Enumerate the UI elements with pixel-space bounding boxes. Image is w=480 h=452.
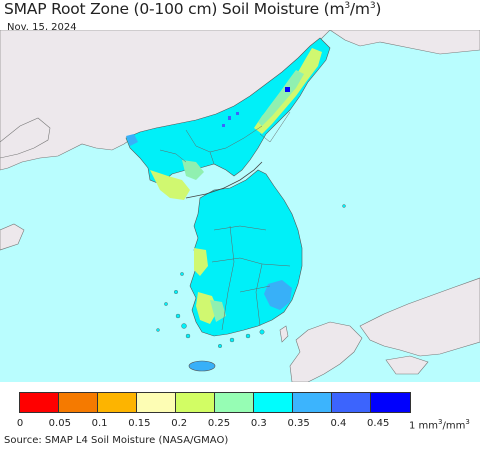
japan-kyushu bbox=[289, 321, 363, 382]
legend-unit: 1 mm3/mm3 bbox=[409, 418, 470, 432]
legend-swatch bbox=[137, 393, 176, 412]
liaodong-peninsula bbox=[0, 117, 51, 159]
sk-west-dry bbox=[194, 248, 208, 276]
nk-west-dry bbox=[150, 170, 190, 200]
legend-swatch bbox=[20, 393, 59, 412]
nk-wet-pixel-4 bbox=[222, 124, 225, 127]
legend-tick-label: 0.15 bbox=[128, 418, 151, 429]
shandong-coast bbox=[0, 223, 25, 251]
legend-swatch bbox=[98, 393, 137, 412]
legend-swatch bbox=[332, 393, 371, 412]
legend-swatch bbox=[371, 393, 410, 412]
nk-wet-pixel-3 bbox=[236, 112, 239, 115]
legend-tick-label: 0.35 bbox=[287, 418, 310, 429]
legend-tick-label: 0.3 bbox=[250, 418, 267, 429]
source-credit: Source: SMAP L4 Soil Moisture (NASA/GMAO… bbox=[4, 435, 229, 446]
legend-swatch bbox=[293, 393, 332, 412]
sk-wet-zone bbox=[264, 280, 292, 310]
color-legend bbox=[19, 392, 411, 413]
sk-province-borders bbox=[211, 225, 291, 331]
legend-swatch bbox=[215, 393, 254, 412]
nk-west-mid bbox=[182, 160, 204, 180]
jeju-island bbox=[188, 360, 216, 372]
nk-northwest-wet bbox=[126, 134, 138, 146]
legend-swatch bbox=[176, 393, 215, 412]
legend-tick-label: 0.05 bbox=[48, 418, 71, 429]
legend-tick-label: 0.25 bbox=[207, 418, 231, 429]
legend-tick-label: 0 bbox=[16, 418, 24, 429]
soil-moisture-map bbox=[0, 30, 480, 382]
nk-wet-pixel-2 bbox=[228, 116, 231, 120]
russia-landmass bbox=[329, 30, 480, 55]
legend-swatch bbox=[59, 393, 98, 412]
legend-tick-label: 0.2 bbox=[171, 418, 188, 429]
japan-honshu bbox=[359, 277, 480, 357]
ulleung-island bbox=[342, 204, 346, 208]
legend-tick-label: 0.1 bbox=[91, 418, 108, 429]
tsushima bbox=[279, 325, 289, 343]
dmz-border bbox=[185, 161, 263, 199]
map-date: Nov. 15, 2024 bbox=[7, 22, 77, 33]
legend-tick-label: 0.45 bbox=[367, 418, 390, 429]
sk-sw-dry bbox=[196, 292, 218, 324]
map-title: SMAP Root Zone (0-100 cm) Soil Moisture … bbox=[4, 0, 382, 18]
japan-shikoku bbox=[385, 355, 429, 375]
legend-tick-label: 0.4 bbox=[330, 418, 347, 429]
sk-sw-mid bbox=[210, 300, 226, 322]
sk-coastal-islands bbox=[156, 272, 265, 349]
nk-wet-pixel bbox=[285, 87, 290, 92]
legend-swatch bbox=[254, 393, 293, 412]
nk-province-borders bbox=[159, 111, 291, 165]
nk-mid-zone bbox=[258, 70, 304, 126]
